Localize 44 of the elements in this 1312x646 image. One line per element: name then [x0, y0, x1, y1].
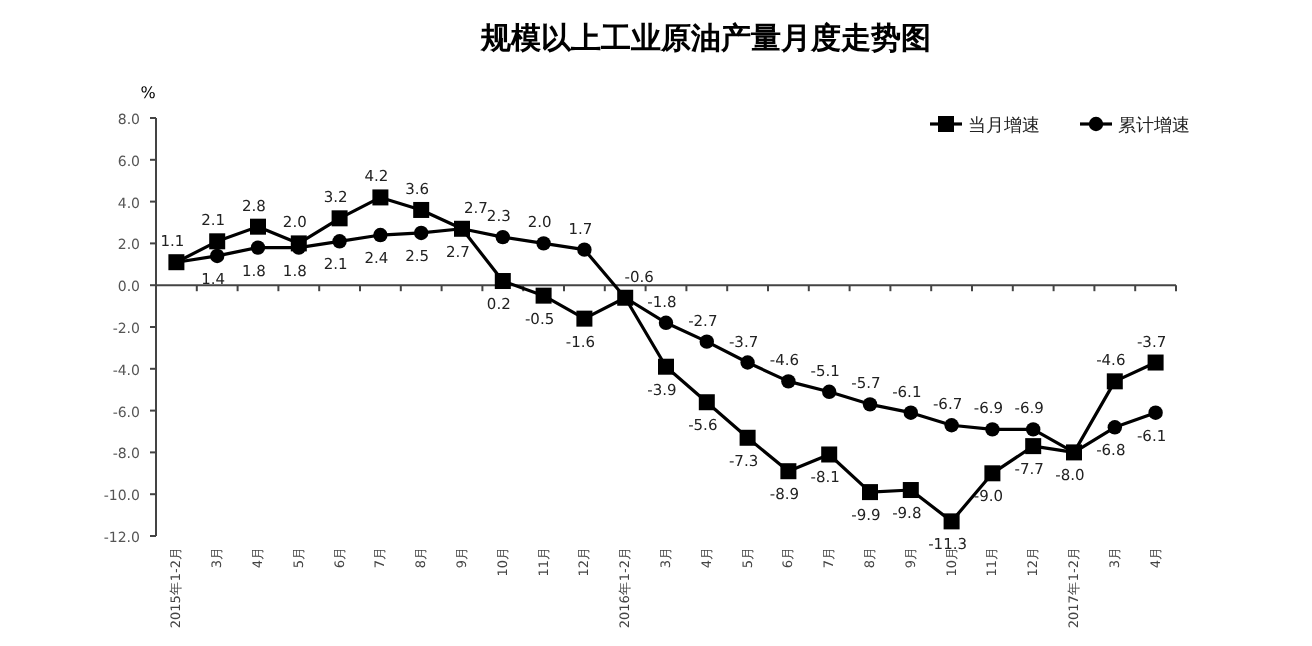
legend-label: 累计增速 — [1118, 115, 1190, 137]
point — [209, 233, 226, 250]
point — [495, 229, 510, 245]
point — [658, 358, 674, 375]
point — [372, 189, 389, 206]
point — [1025, 438, 1042, 455]
point — [250, 218, 266, 235]
point — [414, 225, 429, 241]
legend-label: 当月增速 — [968, 115, 1040, 137]
point — [740, 355, 755, 370]
point — [903, 405, 918, 420]
point — [698, 394, 715, 411]
point — [1106, 373, 1123, 390]
point — [373, 227, 388, 243]
point — [1026, 422, 1041, 437]
point — [1147, 354, 1164, 371]
point — [494, 273, 511, 290]
point — [821, 446, 838, 463]
chart-title: 规模以上工业原油产量月度走势图 — [479, 20, 931, 56]
point — [943, 513, 960, 530]
point — [332, 234, 347, 249]
point — [536, 236, 551, 251]
point — [250, 240, 266, 255]
point — [862, 484, 878, 501]
point — [739, 429, 756, 446]
point — [944, 418, 959, 433]
point — [331, 210, 348, 227]
point — [902, 482, 919, 499]
point — [985, 422, 1000, 437]
point — [535, 287, 552, 304]
y-axis-title: % — [140, 84, 157, 102]
point — [413, 201, 430, 218]
point — [984, 465, 1001, 482]
point — [781, 374, 796, 389]
point — [780, 463, 797, 480]
point — [658, 315, 674, 331]
point — [699, 334, 714, 349]
point — [1107, 420, 1122, 435]
point — [576, 310, 593, 327]
point — [577, 242, 592, 257]
point — [210, 248, 225, 264]
point — [862, 397, 878, 412]
point — [1148, 405, 1163, 420]
point — [822, 384, 837, 399]
